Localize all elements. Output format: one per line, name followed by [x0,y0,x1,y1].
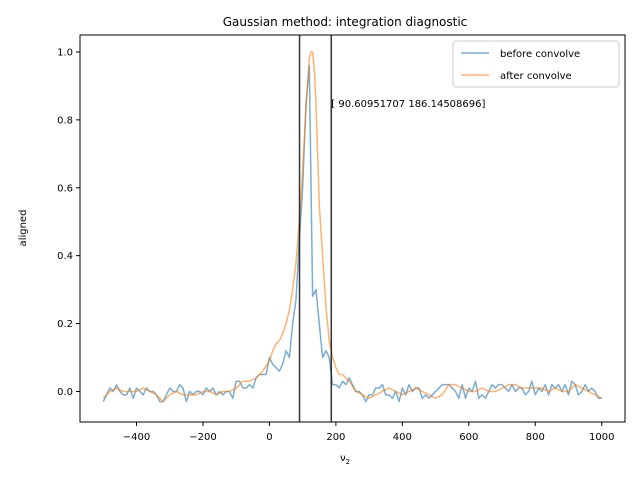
legend-label-before-convolve: before convolve [500,49,580,60]
x-tick-label: 800 [526,432,545,443]
x-tick-label: 200 [326,432,345,443]
chart-title: Gaussian method: integration diagnostic [223,15,468,29]
legend-label-after-convolve: after convolve [500,71,572,82]
x-axis-label-main: ν [340,453,346,464]
x-tick-label: 600 [459,432,478,443]
x-tick-label: 1000 [589,432,614,443]
y-tick-label: 0.0 [57,387,73,398]
x-axis-label: ν2 [340,453,350,466]
y-tick-label: 1.0 [57,47,73,58]
y-axis-label: aligned [18,210,29,247]
series-line-after-convolve [102,51,603,403]
x-tick-label: 400 [393,432,412,443]
x-axis-label-subscript: 2 [346,458,350,466]
y-tick-label: 0.4 [57,251,73,262]
x-tick-label: −400 [123,432,150,443]
legend-box [452,40,620,88]
plot-area: −400 −200 0 200 400 600 800 1000 0.0 0.2 0.4 0.6 0.… [57,34,626,443]
y-tick-label: 0.2 [57,319,73,330]
y-tick-label: 0.8 [57,115,73,126]
x-tick-label: −200 [189,432,216,443]
series-line-before-convolve [102,64,602,403]
y-tick-label: 0.6 [57,183,73,194]
vline-annotation: [ 90.60951707 186.14508696] [331,99,485,110]
legend: before convolve after convolve [452,40,620,88]
x-tick-label: 0 [266,432,272,443]
axes-frame [79,34,626,423]
